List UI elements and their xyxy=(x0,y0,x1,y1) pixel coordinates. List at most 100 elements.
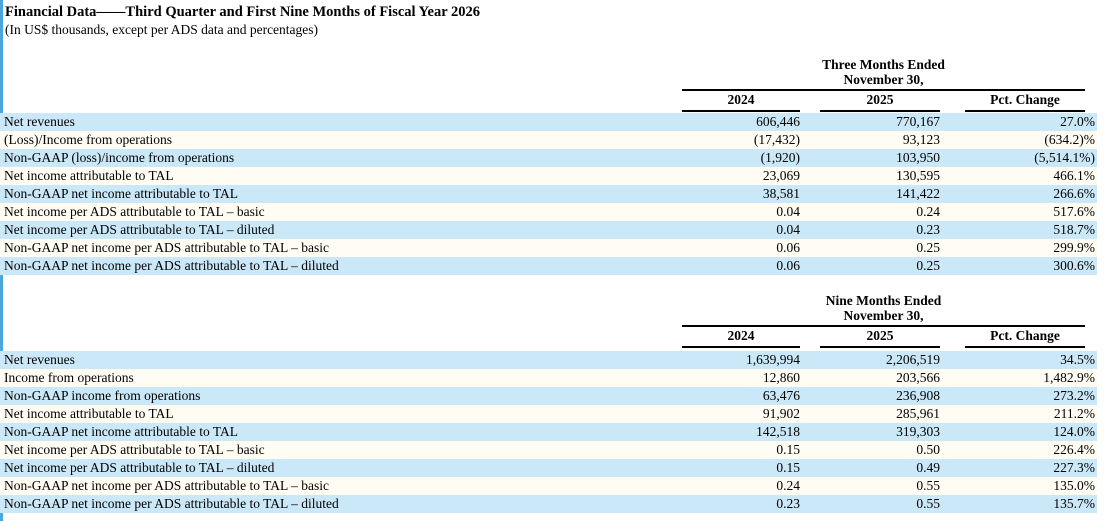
row-label: Non-GAAP income from operations xyxy=(4,388,201,403)
value-2024: 23,069 xyxy=(762,168,800,183)
value-2024: 0.23 xyxy=(776,496,800,511)
value-2025: 0.55 xyxy=(916,478,940,493)
value-pct-change: 135.0% xyxy=(1053,478,1095,493)
row-label: Income from operations xyxy=(4,370,134,385)
nine-months-table-header: Nine Months Ended November 30, 2024 2025… xyxy=(682,293,1085,348)
value-pct-change: 226.4% xyxy=(1053,442,1095,457)
table-row: Net income per ADS attributable to TAL –… xyxy=(0,203,1097,221)
value-pct-change: 211.2% xyxy=(1053,406,1095,421)
value-pct-change: 266.6% xyxy=(1053,186,1095,201)
period-heading: Nine Months Ended November 30, xyxy=(682,293,1085,327)
table-row: Non-GAAP (loss)/income from operations (1… xyxy=(0,149,1097,167)
row-label: Net income per ADS attributable to TAL –… xyxy=(4,460,275,475)
three-months-table-body: Net revenues 606,446 770,167 27.0% (Loss)/In… xyxy=(0,113,1097,275)
value-2024: (17,432) xyxy=(753,132,800,147)
table-row: Net revenues 606,446 770,167 27.0% xyxy=(0,113,1097,131)
value-2025: 0.50 xyxy=(916,442,940,457)
value-pct-change: 124.0% xyxy=(1053,424,1095,439)
value-2025: 285,961 xyxy=(896,406,940,421)
value-2025: 2,206,519 xyxy=(886,352,940,367)
value-pct-change: 1,482.9% xyxy=(1043,370,1095,385)
table-row: Non-GAAP net income per ADS attributable… xyxy=(0,239,1097,257)
value-2025: 141,422 xyxy=(896,186,940,201)
row-label: Non-GAAP (loss)/income from operations xyxy=(4,150,235,165)
value-pct-change: (634.2)% xyxy=(1044,132,1095,147)
value-2024: 63,476 xyxy=(762,388,800,403)
value-2024: 12,860 xyxy=(762,370,800,385)
value-2025: 0.25 xyxy=(916,258,940,273)
table-row: Net income attributable to TAL 23,069 130,… xyxy=(0,167,1097,185)
column-headers-row: 2024 2025 Pct. Change xyxy=(682,328,1085,348)
row-label: Non-GAAP net income per ADS attributable… xyxy=(4,496,339,511)
row-label: Net revenues xyxy=(4,352,75,367)
nine-months-table-body: Net revenues 1,639,994 2,206,519 34.5% Incom… xyxy=(0,351,1097,513)
value-pct-change: 135.7% xyxy=(1053,496,1095,511)
row-label: Non-GAAP net income per ADS attributable… xyxy=(4,478,329,493)
value-2025: 93,123 xyxy=(902,132,940,147)
value-2024: 0.06 xyxy=(776,258,800,273)
value-pct-change: 273.2% xyxy=(1053,388,1095,403)
value-pct-change: 299.9% xyxy=(1053,240,1095,255)
period-line1: Nine Months Ended xyxy=(825,293,942,308)
column-header-2025: 2025 xyxy=(820,92,940,112)
table-row: Non-GAAP income from operations 63,476 236… xyxy=(0,387,1097,405)
value-2025: 319,303 xyxy=(896,424,940,439)
row-label: Non-GAAP net income per ADS attributable… xyxy=(4,258,339,273)
table-row: (Loss)/Income from operations (17,432) 93,… xyxy=(0,131,1097,149)
period-line1: Three Months Ended xyxy=(822,57,945,72)
value-pct-change: 517.6% xyxy=(1053,204,1095,219)
value-2024: 91,902 xyxy=(762,406,800,421)
page-title: Financial Data——Third Quarter and First … xyxy=(5,4,481,20)
table-row: Non-GAAP net income attributable to TAL 1… xyxy=(0,423,1097,441)
row-label: Net income attributable to TAL xyxy=(4,406,174,421)
value-2024: 0.04 xyxy=(776,204,800,219)
period-line2: November 30, xyxy=(843,72,924,87)
value-2025: 0.24 xyxy=(916,204,940,219)
column-header-2025: 2025 xyxy=(820,328,940,348)
value-2024: 0.24 xyxy=(776,478,800,493)
value-2024: 38,581 xyxy=(762,186,800,201)
value-pct-change: 227.3% xyxy=(1053,460,1095,475)
row-label: Net income per ADS attributable to TAL –… xyxy=(4,204,265,219)
value-2024: 0.15 xyxy=(776,442,800,457)
row-label: Net income per ADS attributable to TAL –… xyxy=(4,222,275,237)
value-2024: 0.15 xyxy=(776,460,800,475)
value-2025: 0.23 xyxy=(916,222,940,237)
row-label: Net income attributable to TAL xyxy=(4,168,174,183)
value-pct-change: (5,514.1%) xyxy=(1034,150,1095,165)
value-2025: 0.25 xyxy=(916,240,940,255)
column-header-2024: 2024 xyxy=(682,328,800,348)
value-pct-change: 518.7% xyxy=(1053,222,1095,237)
value-2025: 103,950 xyxy=(896,150,940,165)
value-2024: 606,446 xyxy=(756,114,800,129)
column-header-pct-change: Pct. Change xyxy=(965,328,1085,348)
row-label: Net revenues xyxy=(4,114,75,129)
value-2025: 770,167 xyxy=(896,114,940,129)
table-row: Net income per ADS attributable to TAL –… xyxy=(0,459,1097,477)
table-row: Non-GAAP net income per ADS attributable… xyxy=(0,495,1097,513)
row-label: Non-GAAP net income attributable to TAL xyxy=(4,424,238,439)
table-row: Income from operations 12,860 203,566 1,482… xyxy=(0,369,1097,387)
column-headers-row: 2024 2025 Pct. Change xyxy=(682,92,1085,112)
value-2025: 0.55 xyxy=(916,496,940,511)
value-2025: 203,566 xyxy=(896,370,940,385)
table-row: Net income per ADS attributable to TAL –… xyxy=(0,221,1097,239)
table-row: Net revenues 1,639,994 2,206,519 34.5% xyxy=(0,351,1097,369)
value-2024: (1,920) xyxy=(760,150,800,165)
table-row: Net income per ADS attributable to TAL –… xyxy=(0,441,1097,459)
row-label: (Loss)/Income from operations xyxy=(4,132,172,147)
value-pct-change: 466.1% xyxy=(1053,168,1095,183)
page-subtitle: (In US$ thousands, except per ADS data a… xyxy=(5,22,319,37)
value-pct-change: 27.0% xyxy=(1060,114,1095,129)
value-2024: 0.04 xyxy=(776,222,800,237)
column-header-pct-change: Pct. Change xyxy=(965,92,1085,112)
value-2025: 0.49 xyxy=(916,460,940,475)
row-label: Non-GAAP net income per ADS attributable… xyxy=(4,240,329,255)
table-row: Non-GAAP net income per ADS attributable… xyxy=(0,477,1097,495)
value-pct-change: 34.5% xyxy=(1060,352,1095,367)
value-2025: 130,595 xyxy=(896,168,940,183)
row-label: Net income per ADS attributable to TAL –… xyxy=(4,442,265,457)
value-2024: 142,518 xyxy=(756,424,800,439)
value-pct-change: 300.6% xyxy=(1053,258,1095,273)
